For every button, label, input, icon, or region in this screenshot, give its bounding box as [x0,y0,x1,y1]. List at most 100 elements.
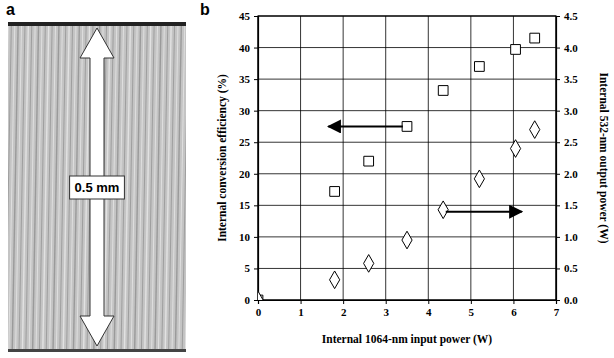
stripe [169,22,175,352]
tick-label: 15 [239,199,251,211]
tick: 1.0 [556,231,578,243]
plot-frame [258,16,556,300]
tick: 15 [239,199,258,211]
stripe [175,22,181,352]
stripe [53,22,59,352]
tick-label: 2.5 [564,136,578,148]
tick: 7 [554,300,560,318]
stripe [135,22,141,352]
tick-label: 45 [239,10,251,22]
stripe [36,22,42,352]
tick-label: 3 [383,306,389,318]
stripe [124,22,130,352]
tick-label: 3.0 [564,105,578,117]
grid-line [258,142,556,143]
tick: 4.5 [556,10,578,22]
tick: 0.5 [556,262,578,274]
tick: 6 [511,300,517,318]
tick: 0.0 [556,294,578,306]
axis-line [557,17,561,301]
tick: 25 [239,136,258,148]
pointer-arrow [446,211,522,213]
marker-diamond [438,201,448,219]
tick: 4.0 [556,42,578,54]
marker-diamond [364,255,374,273]
marker-square [474,62,484,72]
tick-label: 6 [511,306,517,318]
stripe [26,22,32,352]
grid-line [385,16,386,300]
marker-diamond [402,231,412,249]
tick-label: 10 [239,231,251,243]
marker-square [402,122,412,132]
tick: 20 [239,168,258,180]
marker-diamond [330,271,340,289]
stripe [145,22,151,352]
marker-diamond [258,291,263,300]
stripe [172,22,178,352]
tick: 1.5 [556,199,578,211]
stripe [46,22,52,352]
y2-axis-title: Internal 532-nm output power (W) [597,72,610,243]
stripe [12,22,18,352]
marker-diamond [474,170,484,188]
stripe [155,22,161,352]
tick: 2.5 [556,136,578,148]
stripe [56,22,62,352]
tick-label: 35 [239,73,251,85]
tick-label: 1.0 [564,231,578,243]
stripe [179,22,185,352]
stripe [165,22,171,352]
grid-line [258,173,556,174]
stripe [39,22,45,352]
plot-area [258,33,540,300]
tick: 30 [239,105,258,117]
tick-label: 1.5 [564,199,578,211]
marker-diamond [510,140,520,158]
tick-label: 0.0 [564,294,578,306]
stripe [141,22,147,352]
stripe [138,22,144,352]
y-axis-title: Internal conversion efficiency (%) [216,74,229,242]
tick-label: 30 [239,105,251,117]
grid-line [470,16,471,300]
tick: 3.0 [556,105,578,117]
stripe [9,22,15,352]
grid-line [258,79,556,80]
grid-line [428,16,429,300]
tick: 0 [245,294,259,306]
tick-label: 2 [341,306,347,318]
x-axis: 0 1 2 3 4 5 6 7 [256,300,560,318]
grid-line [258,110,556,111]
grid-line [258,205,556,206]
tick: 4 [426,300,432,318]
tick: 40 [239,42,258,54]
tick: 0 [256,300,262,318]
tick: 3 [383,300,389,318]
stripe [131,22,137,352]
image-edge [8,22,186,26]
stripe [162,22,168,352]
tick: 2.0 [556,168,578,180]
grid [258,16,556,300]
stripe [19,22,25,352]
tick: 2 [341,300,347,318]
grid-line [258,268,556,269]
tick-label: 4.0 [564,42,578,54]
tick-label: 25 [239,136,251,148]
tick-label: 0 [245,294,251,306]
axis-line [259,301,557,305]
tick-label: 5 [469,306,475,318]
tick: 1 [298,300,304,318]
x-axis-title: Internal 1064-nm input power (W) [322,333,493,346]
stripe [182,22,186,352]
stripe [128,22,134,352]
stripe [60,22,66,352]
stripe [29,22,35,352]
image-edge [8,349,186,352]
y2-axis: 0.00.51.01.52.02.53.03.54.04.5 [556,10,578,306]
scale-label: 0.5 mm [75,180,120,195]
marker-square [438,86,448,96]
stripe [22,22,28,352]
grid-line [300,16,301,300]
